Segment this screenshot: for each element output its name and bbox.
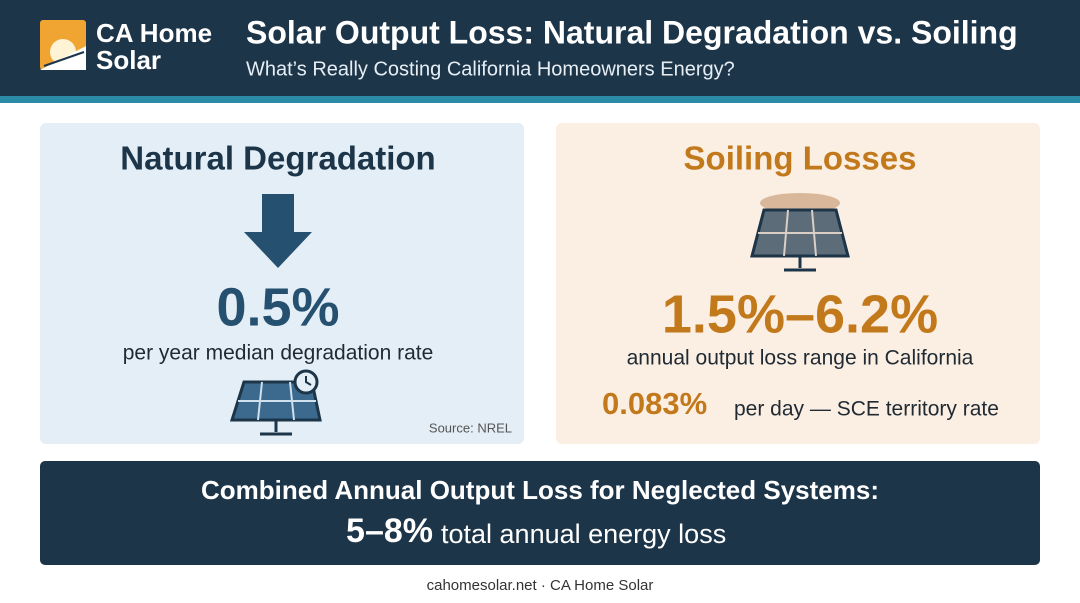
- title: Solar Output Loss: Natural Degradation v…: [246, 14, 1018, 50]
- daily-description: per day — SCE territory rate: [734, 398, 999, 421]
- footer: cahomesolar.net · CA Home Solar: [427, 577, 654, 594]
- soiling-card: [556, 123, 1040, 444]
- stat: 0.5%: [216, 277, 339, 337]
- logo-icon: [40, 20, 86, 70]
- stat: 1.5%–6.2%: [662, 284, 938, 344]
- combined-stat: 5–8%: [346, 512, 433, 550]
- brand-line: Solar: [96, 45, 161, 75]
- dirty-panel-icon: [750, 193, 850, 272]
- card-title: Natural Degradation: [120, 140, 435, 177]
- down-arrow: [244, 194, 312, 268]
- header-bg: [0, 0, 1080, 96]
- brand-line: CA Home: [96, 18, 212, 48]
- degradation-card: [40, 123, 524, 444]
- source: Source: NREL: [429, 420, 512, 435]
- daily-stat: 0.083%: [602, 386, 707, 421]
- combined-description: total annual energy loss: [441, 519, 726, 549]
- description: per year median degradation rate: [123, 342, 434, 365]
- description: annual output loss range in California: [627, 347, 974, 370]
- panel-icon: [229, 369, 322, 436]
- combined-bar: [40, 461, 1040, 565]
- combined-title: Combined Annual Output Loss for Neglecte…: [201, 475, 879, 505]
- subtitle: What’s Really Costing California Homeown…: [246, 58, 735, 80]
- header-stripe: [0, 96, 1080, 103]
- card-title: Soiling Losses: [684, 140, 917, 177]
